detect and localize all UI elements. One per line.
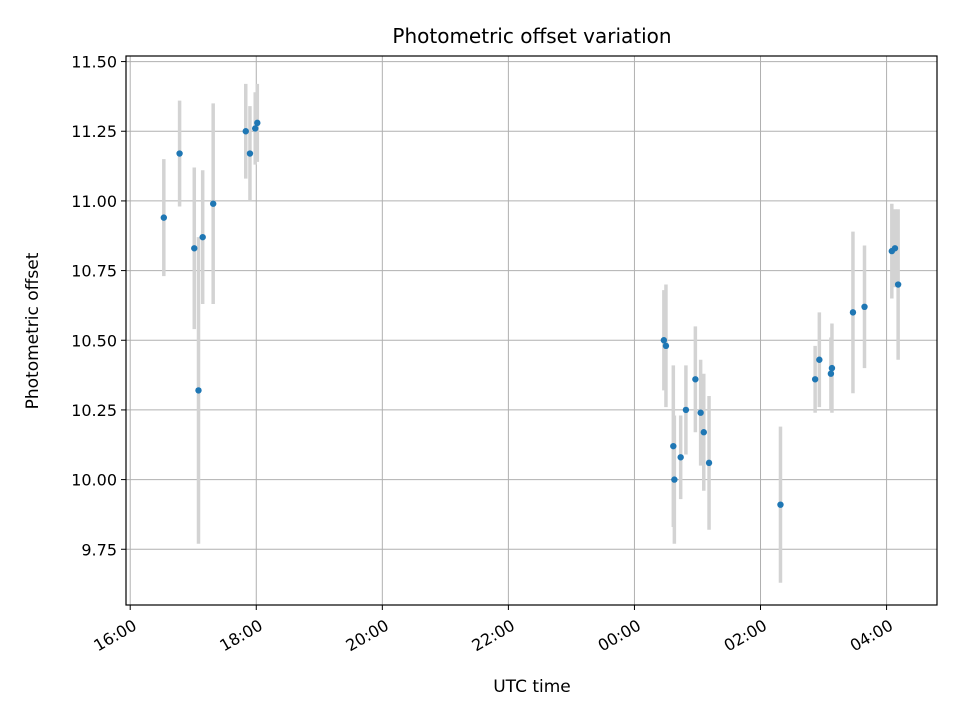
data-point: [777, 501, 784, 508]
data-point: [816, 356, 823, 363]
data-point: [209, 200, 217, 207]
data-point: [849, 309, 857, 316]
data-point: [660, 337, 668, 344]
y-tick-label: 11.25: [71, 122, 117, 141]
y-tick-label: 11.00: [71, 192, 117, 211]
data-point: [682, 406, 690, 414]
data-point: [246, 150, 254, 157]
data-point: [195, 387, 202, 394]
data-point: [700, 429, 707, 436]
y-tick-label: 10.00: [71, 471, 117, 490]
data-point: [671, 476, 678, 483]
x-axis-label: UTC time: [493, 677, 571, 697]
y-tick-label: 11.50: [71, 53, 117, 72]
data-point: [199, 233, 206, 241]
data-point: [891, 245, 899, 252]
data-point: [242, 128, 249, 135]
chart-title: Photometric offset variation: [392, 24, 671, 48]
data-point: [697, 409, 704, 416]
data-point: [692, 376, 699, 383]
data-point: [254, 119, 261, 127]
y-tick-label: 10.25: [71, 401, 117, 420]
data-point: [894, 281, 902, 288]
data-point: [705, 459, 713, 467]
data-point: [861, 303, 868, 311]
data-point: [828, 364, 836, 372]
y-axis-ticks: 9.75 10.00 10.25 10.50 10.75 11.00 11.25 11.50: [71, 53, 126, 559]
data-point: [662, 342, 670, 350]
y-tick-label: 10.75: [71, 262, 117, 281]
data-point: [191, 245, 198, 252]
y-axis-label: Photometric offset: [23, 252, 43, 409]
data-point: [827, 370, 835, 377]
data-point: [160, 214, 168, 221]
data-point: [670, 442, 677, 450]
data-point: [176, 150, 183, 157]
data-point: [252, 125, 259, 132]
plot-area-frame: [125, 55, 938, 606]
grid-lines: [126, 56, 937, 605]
data-point: [811, 376, 819, 383]
y-tick-label: 10.50: [71, 331, 117, 350]
y-tick-label: 9.75: [81, 540, 117, 559]
data-markers: [160, 119, 902, 508]
data-point: [677, 454, 684, 461]
